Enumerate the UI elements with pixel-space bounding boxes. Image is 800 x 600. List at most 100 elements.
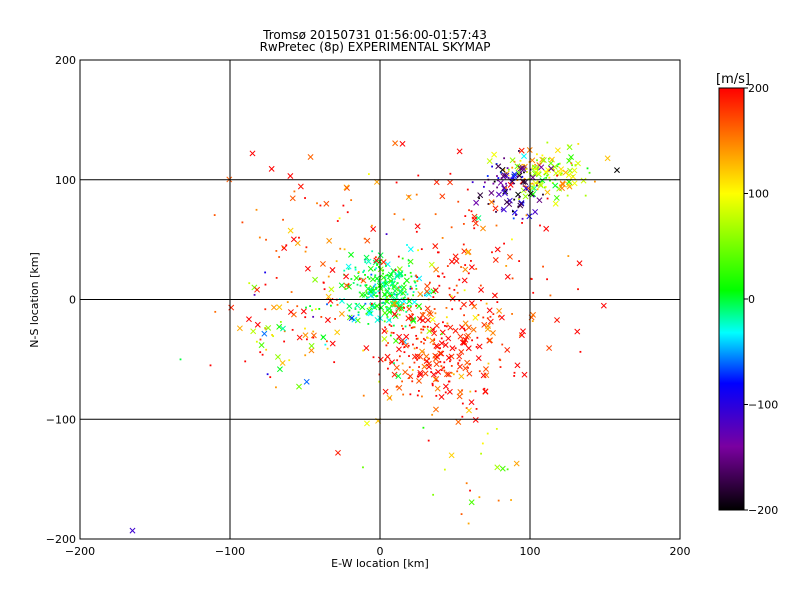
- data-point-dot: [438, 275, 440, 278]
- data-point-x: [370, 226, 377, 232]
- data-point-dot: [269, 376, 272, 379]
- data-point-x: [296, 334, 303, 341]
- data-point-dot: [495, 427, 498, 430]
- data-point-dot: [309, 305, 312, 308]
- data-point-x: [439, 193, 446, 200]
- data-point-x: [359, 291, 366, 298]
- data-point-dot: [368, 277, 371, 280]
- data-point-dot: [506, 468, 509, 471]
- data-point-dot: [493, 180, 496, 183]
- data-point-x: [396, 305, 402, 312]
- data-point-dot: [352, 282, 355, 284]
- data-point-x: [471, 303, 478, 310]
- data-point-dot: [467, 522, 470, 525]
- data-point-dot: [412, 291, 415, 293]
- data-point-x: [472, 220, 479, 227]
- data-point-dot: [593, 180, 596, 183]
- data-point-dot: [290, 291, 293, 293]
- data-point-dot: [512, 177, 515, 180]
- data-point-x: [497, 179, 504, 186]
- data-point-x: [492, 256, 499, 263]
- data-point-dot: [461, 415, 464, 418]
- data-point-dot: [521, 217, 524, 220]
- data-point-dot: [319, 204, 322, 207]
- data-point-dot: [261, 353, 264, 356]
- data-point-x: [417, 353, 424, 360]
- data-point-x: [424, 283, 431, 290]
- data-point-dot: [326, 303, 328, 306]
- data-point-dot: [532, 195, 535, 198]
- data-point-x: [475, 215, 482, 221]
- data-point-dot: [244, 360, 247, 363]
- data-point-x: [390, 267, 397, 274]
- data-point-x: [530, 311, 536, 318]
- data-point-dot: [279, 321, 282, 323]
- data-point-dot: [462, 243, 465, 246]
- data-point-dot: [311, 309, 313, 312]
- data-point-dot: [403, 296, 406, 299]
- data-point-dot: [526, 171, 528, 173]
- data-point-x: [464, 249, 471, 256]
- data-point-dot: [496, 179, 499, 182]
- data-point-dot: [486, 317, 489, 320]
- data-point-x: [570, 173, 576, 180]
- data-point-x: [335, 449, 341, 456]
- data-point-dot: [474, 390, 477, 393]
- data-point-x: [433, 406, 439, 413]
- data-point-dot: [530, 278, 533, 280]
- data-point-x: [378, 304, 385, 311]
- data-point-dot: [264, 283, 267, 286]
- data-point-dot: [482, 185, 485, 188]
- data-point-dot: [371, 290, 374, 293]
- data-point-x: [488, 199, 495, 206]
- data-point-dot: [401, 343, 404, 346]
- data-point-dot: [402, 393, 405, 396]
- data-point-dot: [548, 176, 551, 179]
- data-point-x: [442, 383, 449, 390]
- data-point-dot: [387, 367, 389, 370]
- data-point-x: [466, 407, 472, 414]
- data-point-dot: [377, 290, 380, 293]
- data-point-x: [604, 155, 611, 162]
- data-point-dot: [374, 283, 377, 286]
- data-point-dot: [288, 359, 291, 362]
- data-point-dot: [410, 326, 413, 329]
- data-point-dot: [403, 307, 405, 309]
- data-point-dot: [395, 293, 398, 296]
- data-point-dot: [440, 337, 443, 340]
- data-point-dot: [499, 366, 502, 368]
- data-point-dot: [436, 251, 439, 254]
- data-point-x: [426, 363, 432, 370]
- data-point-dot: [364, 273, 366, 276]
- data-point-dot: [469, 489, 471, 492]
- data-point-dot: [531, 182, 534, 185]
- data-point-dot: [401, 380, 404, 383]
- data-point-dot: [524, 185, 527, 188]
- data-point-x: [522, 193, 529, 200]
- data-point-dot: [391, 280, 393, 283]
- data-point-dot: [388, 323, 391, 326]
- data-point-dot: [547, 157, 550, 160]
- data-point-dot: [432, 296, 435, 298]
- data-point-x: [393, 364, 400, 371]
- data-point-x: [552, 182, 559, 189]
- data-point-x: [324, 317, 331, 323]
- data-point-dot: [433, 338, 436, 341]
- data-point-dot: [412, 294, 415, 297]
- data-point-dot: [392, 324, 395, 327]
- data-point-x: [419, 317, 426, 324]
- data-point-x: [254, 286, 261, 293]
- data-point-dot: [407, 297, 410, 300]
- data-point-dot: [427, 439, 430, 442]
- data-point-dot: [339, 247, 342, 250]
- data-point-dot: [404, 291, 407, 294]
- data-point-x: [495, 163, 502, 170]
- data-point-x: [456, 148, 463, 155]
- data-point-x: [559, 181, 566, 188]
- data-point-x: [494, 464, 501, 471]
- data-point-x: [343, 273, 350, 280]
- data-point-x: [471, 216, 478, 223]
- data-point-x: [392, 140, 399, 147]
- data-point-dot: [491, 251, 493, 254]
- data-point-dot: [414, 281, 417, 284]
